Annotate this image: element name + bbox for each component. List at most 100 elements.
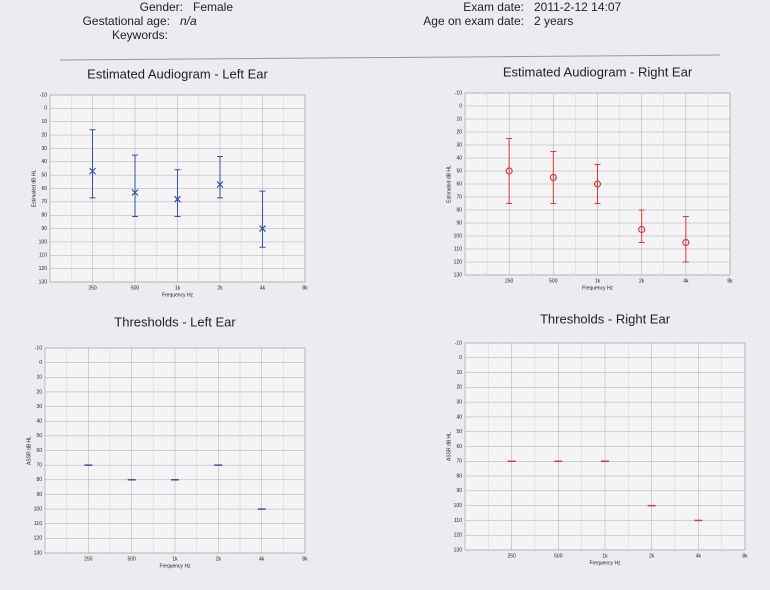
x-tick-label: 4k [259, 556, 265, 562]
y-tick-label: 80 [36, 477, 42, 483]
value: Female [193, 0, 233, 14]
y-tick-label: 60 [36, 448, 42, 454]
y-tick-label: 90 [456, 220, 462, 226]
chart-title: Thresholds - Right Ear [540, 311, 671, 326]
error-bar [259, 190, 266, 248]
y-tick-label: 60 [456, 181, 462, 187]
marker [131, 189, 139, 196]
y-tick-label: 70 [41, 199, 47, 205]
x-tick-label: 4k [683, 278, 689, 284]
y-tick-label: 20 [456, 129, 462, 135]
x-axis-label: Frequency Hz [159, 563, 191, 569]
value: 2 years [534, 14, 573, 28]
marker [174, 195, 181, 203]
y-axis-label: ASSR dB HL [26, 436, 32, 465]
y-tick-label: 120 [34, 536, 43, 542]
x-tick-label: 4k [260, 285, 266, 291]
y-tick-label: 40 [41, 159, 47, 165]
y-tick-label: 40 [456, 155, 462, 161]
y-tick-label: 130 [454, 272, 463, 278]
y-tick-label: 70 [36, 462, 42, 468]
marker [549, 173, 557, 182]
x-tick-label: 500 [549, 278, 558, 284]
y-tick-label: 120 [454, 533, 463, 539]
y-tick-label: 10 [36, 375, 42, 381]
x-tick-label: 250 [507, 553, 516, 559]
y-tick-label: -10 [35, 345, 42, 351]
marker [638, 225, 646, 234]
y-tick-label: 110 [39, 253, 47, 259]
y-tick-label: 130 [34, 550, 43, 556]
y-tick-label: 40 [36, 419, 42, 425]
marker [259, 225, 266, 232]
x-tick-label: 8k [302, 556, 308, 562]
x-tick-label: 500 [127, 556, 136, 562]
x-tick-label: 500 [554, 553, 563, 559]
y-tick-label: 10 [41, 119, 47, 125]
error-bar [506, 138, 513, 204]
y-tick-label: 110 [454, 246, 462, 252]
y-tick-label: 20 [41, 132, 47, 138]
y-tick-label: 60 [41, 186, 47, 192]
x-tick-label: 2k [649, 553, 655, 559]
chart-title: Estimated Audiogram - Left Ear [87, 66, 268, 81]
marker [505, 167, 513, 175]
y-tick-label: 100 [454, 233, 463, 239]
y-tick-label: 110 [454, 518, 462, 524]
y-tick-label: 0 [459, 103, 462, 109]
chart-title: Estimated Audiogram - Right Ear [503, 64, 693, 79]
y-tick-label: 90 [41, 226, 47, 232]
x-tick-label: 1k [175, 285, 181, 291]
y-tick-label: 90 [36, 492, 42, 498]
y-tick-label: 120 [39, 266, 48, 272]
error-bar [594, 164, 601, 204]
x-tick-label: 8k [727, 278, 733, 284]
y-axis-label: ASSR dB HL [446, 432, 452, 461]
x-tick-label: 500 [131, 285, 140, 291]
x-axis-label: Frequency Hz [582, 285, 614, 291]
y-tick-label: 80 [456, 473, 462, 479]
y-tick-label: 30 [36, 404, 42, 410]
y-axis-label: Estimated dB HL [31, 170, 37, 208]
y-tick-label: 30 [456, 399, 462, 405]
y-tick-label: 30 [41, 146, 47, 152]
y-tick-label: 30 [456, 142, 462, 148]
y-tick-label: 50 [36, 433, 42, 439]
x-tick-label: 250 [505, 278, 514, 284]
y-tick-label: 60 [456, 444, 462, 450]
x-tick-label: 1k [172, 556, 178, 562]
y-tick-label: -10 [40, 92, 47, 98]
label: Exam date: [463, 0, 524, 14]
y-tick-label: 50 [456, 429, 462, 435]
marker [682, 238, 690, 247]
y-tick-label: 100 [34, 506, 43, 512]
error-bar [89, 129, 96, 199]
y-tick-label: 80 [456, 207, 462, 213]
y-tick-label: 0 [44, 106, 47, 112]
x-tick-label: 250 [88, 285, 97, 291]
chart-title: Thresholds - Left Ear [114, 314, 236, 329]
y-tick-label: 70 [456, 194, 462, 200]
y-tick-label: 120 [454, 259, 463, 265]
y-tick-label: -10 [455, 90, 462, 96]
label: Gestational age: [83, 14, 170, 28]
y-tick-label: 110 [34, 521, 42, 527]
y-tick-label: 50 [41, 172, 47, 178]
value: 2011-2-12 14:07 [534, 0, 622, 14]
value: n/a [180, 14, 197, 28]
y-tick-label: 0 [39, 360, 42, 366]
label: Keywords: [112, 28, 168, 42]
x-axis-label: Frequency Hz [589, 560, 621, 566]
y-tick-label: 20 [456, 385, 462, 391]
y-tick-label: 20 [36, 389, 42, 395]
y-tick-label: 130 [39, 279, 48, 285]
error-bar [550, 151, 557, 204]
y-tick-label: 130 [454, 547, 463, 553]
x-tick-label: 2k [216, 556, 222, 562]
marker [593, 180, 602, 188]
x-tick-label: 4k [696, 553, 702, 559]
x-tick-label: 1k [602, 553, 608, 559]
marker [216, 181, 224, 188]
